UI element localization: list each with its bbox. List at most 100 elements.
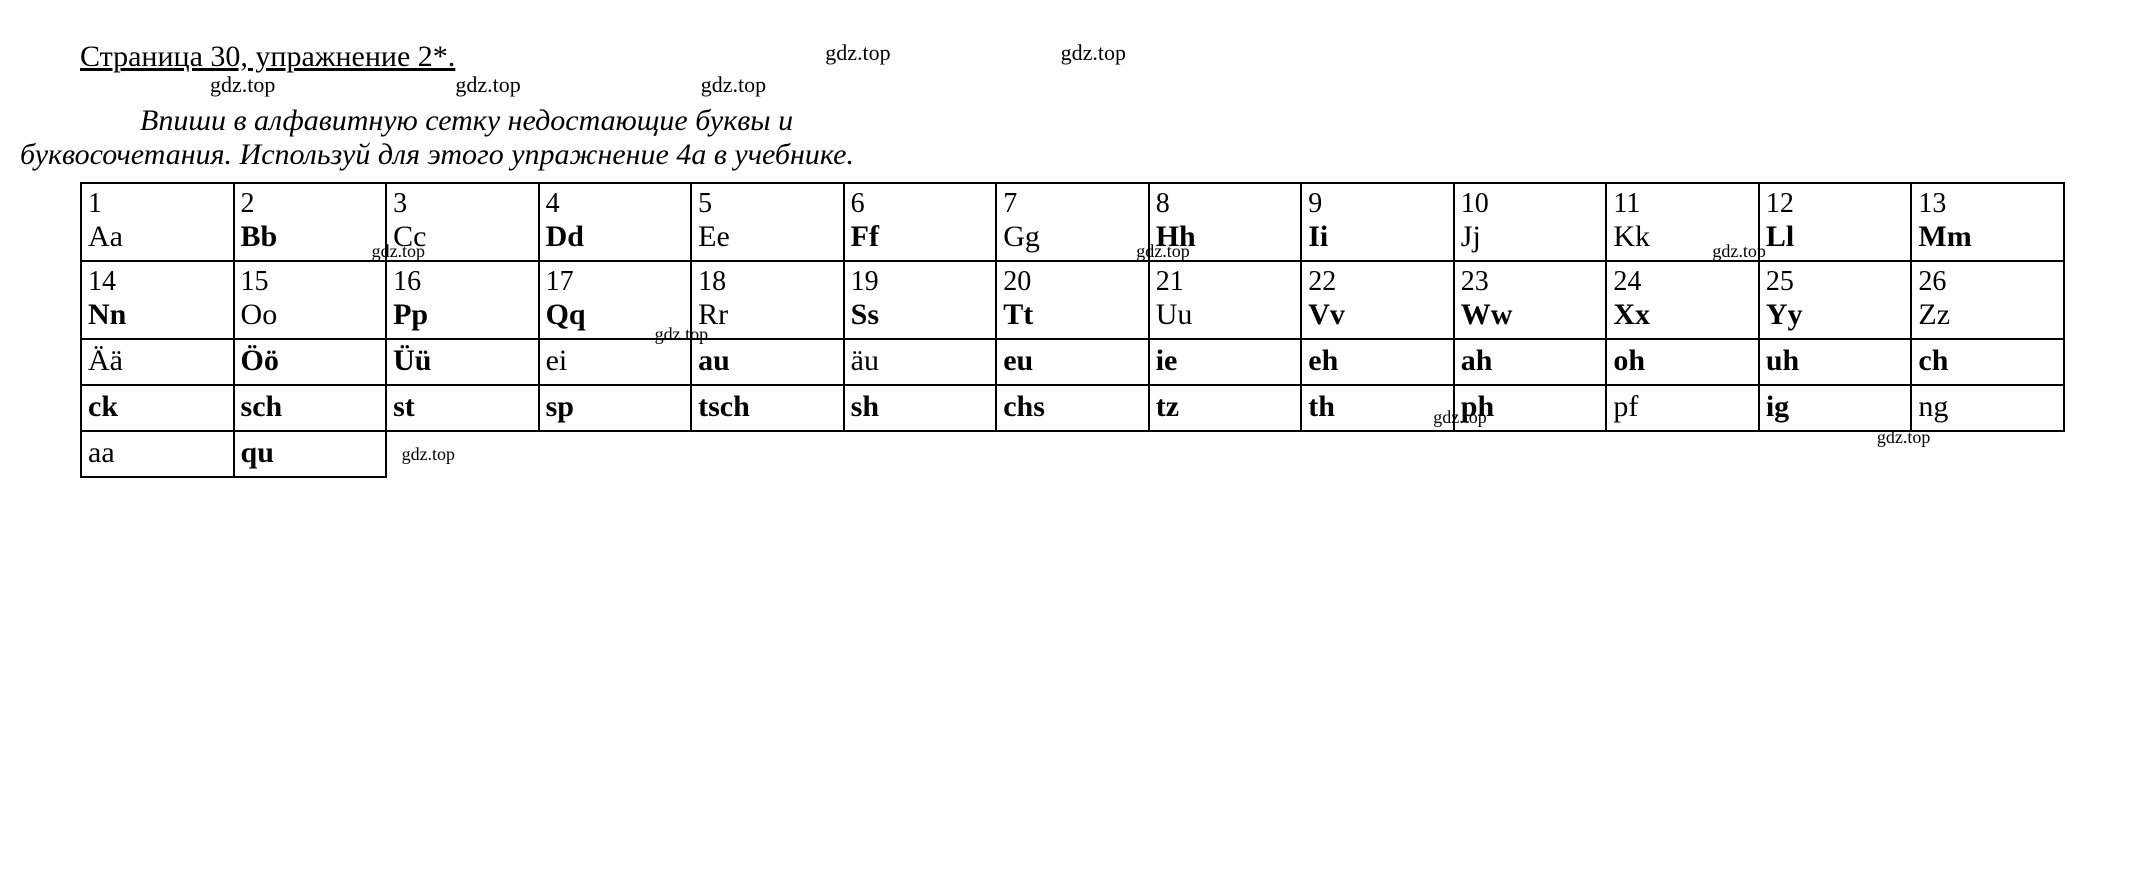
watermark: gdz.top	[1061, 40, 1126, 66]
watermark: gdz.top	[701, 72, 766, 98]
cell-letter: Vv	[1308, 298, 1447, 332]
cell-letter: Hh	[1156, 220, 1295, 254]
table-cell: 13Mm	[1911, 183, 2064, 261]
table-cell: 5Ee	[691, 183, 844, 261]
cell-letter: st	[393, 390, 532, 424]
table-cell	[691, 431, 844, 477]
table-cell: iggdz.top	[1759, 385, 1912, 431]
table-cell: pf	[1606, 385, 1759, 431]
cell-letter: tz	[1156, 390, 1295, 424]
cell-letter: Ii	[1308, 220, 1447, 254]
table-cell: ph	[1454, 385, 1607, 431]
cell-letter: ah	[1461, 344, 1600, 378]
table-cell: 19Ss	[844, 261, 997, 339]
table-cell: Üü	[386, 339, 539, 385]
cell-number: 25	[1766, 266, 1905, 298]
table-cell: Ää	[81, 339, 234, 385]
alphabet-table: 1Aa2Bbgdz.top3Cc4Dd5Ee6Ff7Gggdz.top8Hh9I…	[80, 182, 2065, 478]
table-cell: ck	[81, 385, 234, 431]
table-row: 1Aa2Bbgdz.top3Cc4Dd5Ee6Ff7Gggdz.top8Hh9I…	[81, 183, 2064, 261]
table-cell	[844, 431, 997, 477]
table-cell	[1301, 431, 1454, 477]
cell-number: 14	[88, 266, 227, 298]
table-cell: 23Ww	[1454, 261, 1607, 339]
table-cell: tsch	[691, 385, 844, 431]
cell-letter: au	[698, 344, 837, 378]
cell-number: 7	[1003, 188, 1142, 220]
cell-number: 26	[1918, 266, 2057, 298]
table-row: ÄäÖöÜüeigdz.topauäueuieehahohuhch	[81, 339, 2064, 385]
table-cell: thgdz.top	[1301, 385, 1454, 431]
cell-number: 6	[851, 188, 990, 220]
watermark: gdz.top	[825, 40, 890, 66]
cell-number: 10	[1461, 188, 1600, 220]
instruction-text: Впиши в алфавитную сетку недостающие бук…	[80, 104, 2065, 172]
table-cell: 14Nn	[81, 261, 234, 339]
cell-letter: Aa	[88, 220, 227, 254]
watermark: gdz.top	[455, 72, 520, 98]
table-cell: 21Uu	[1149, 261, 1302, 339]
cell-letter: Cc	[393, 220, 532, 254]
table-cell: 25Yy	[1759, 261, 1912, 339]
table-cell: 10Jj	[1454, 183, 1607, 261]
cell-letter: Ee	[698, 220, 837, 254]
cell-number: 21	[1156, 266, 1295, 298]
table-cell: sp	[539, 385, 692, 431]
cell-letter: tsch	[698, 390, 837, 424]
cell-letter: Tt	[1003, 298, 1142, 332]
cell-letter: Mm	[1918, 220, 2057, 254]
table-row: ckschstsptschshchstzthgdz.topphpfiggdz.t…	[81, 385, 2064, 431]
table-cell: qugdz.top	[234, 431, 387, 477]
cell-letter: Nn	[88, 298, 227, 332]
cell-letter: Pp	[393, 298, 532, 332]
cell-number: 9	[1308, 188, 1447, 220]
table-cell	[1606, 431, 1759, 477]
table-cell: sh	[844, 385, 997, 431]
cell-number: 11	[1613, 188, 1752, 220]
cell-letter: ch	[1918, 344, 2057, 378]
cell-letter: ei	[546, 344, 685, 378]
cell-number: 16	[393, 266, 532, 298]
table-cell: 16Pp	[386, 261, 539, 339]
table-row: aaqugdz.top	[81, 431, 2064, 477]
table-cell: 24Xx	[1606, 261, 1759, 339]
cell-letter: ie	[1156, 344, 1295, 378]
cell-letter: chs	[1003, 390, 1142, 424]
cell-letter: ph	[1461, 390, 1600, 424]
table-cell	[1149, 431, 1302, 477]
table-cell: 8Hh	[1149, 183, 1302, 261]
table-cell: uh	[1759, 339, 1912, 385]
cell-letter: Ll	[1766, 220, 1905, 254]
table-cell	[1911, 431, 2064, 477]
table-cell: 9Ii	[1301, 183, 1454, 261]
cell-letter: ck	[88, 390, 227, 424]
cell-number: 22	[1308, 266, 1447, 298]
table-cell: 12Ll	[1759, 183, 1912, 261]
cell-number: 15	[241, 266, 380, 298]
table-cell: sch	[234, 385, 387, 431]
cell-number: 17	[546, 266, 685, 298]
cell-letter: aa	[88, 436, 227, 470]
cell-letter: Rr	[698, 298, 837, 332]
table-cell	[1454, 431, 1607, 477]
cell-letter: Ww	[1461, 298, 1600, 332]
watermark: gdz.top	[210, 72, 275, 98]
cell-letter: Xx	[1613, 298, 1752, 332]
cell-letter: Gg	[1003, 220, 1142, 254]
table-cell	[539, 431, 692, 477]
cell-number: 24	[1613, 266, 1752, 298]
cell-letter: sh	[851, 390, 990, 424]
table-cell: 26Zz	[1911, 261, 2064, 339]
table-cell: aa	[81, 431, 234, 477]
table-cell: ie	[1149, 339, 1302, 385]
cell-number: 23	[1461, 266, 1600, 298]
cell-number: 12	[1766, 188, 1905, 220]
table-cell	[386, 431, 539, 477]
cell-number: 13	[1918, 188, 2057, 220]
cell-letter: ig	[1766, 390, 1905, 424]
table-cell	[996, 431, 1149, 477]
cell-letter: Ss	[851, 298, 990, 332]
cell-letter: Dd	[546, 220, 685, 254]
table-cell: 20Tt	[996, 261, 1149, 339]
table-cell	[1759, 431, 1912, 477]
